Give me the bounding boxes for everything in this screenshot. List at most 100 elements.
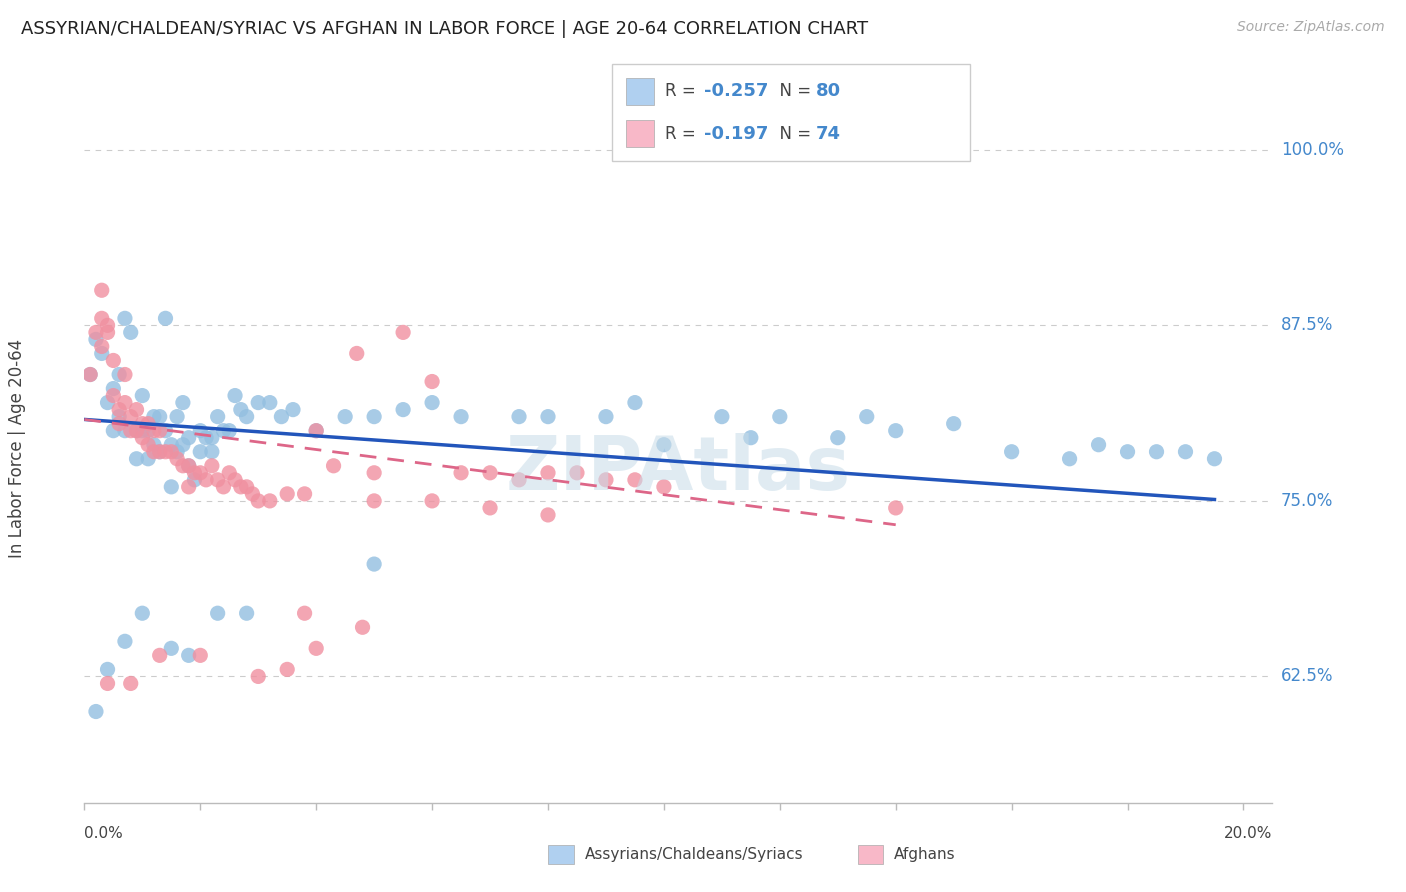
- Point: [114, 424, 136, 438]
- Point: [270, 409, 292, 424]
- Point: [131, 606, 153, 620]
- Point: [652, 480, 675, 494]
- Point: [652, 438, 675, 452]
- Text: ASSYRIAN/CHALDEAN/SYRIAC VS AFGHAN IN LABOR FORCE | AGE 20-64 CORRELATION CHART: ASSYRIAN/CHALDEAN/SYRIAC VS AFGHAN IN LA…: [21, 20, 869, 37]
- Point: [212, 424, 235, 438]
- Point: [96, 662, 118, 676]
- Point: [1204, 451, 1226, 466]
- Point: [90, 283, 112, 297]
- Point: [201, 431, 224, 445]
- Point: [305, 424, 328, 438]
- Point: [90, 311, 112, 326]
- Point: [884, 424, 907, 438]
- Point: [942, 417, 965, 431]
- Text: 75.0%: 75.0%: [1281, 491, 1333, 510]
- Point: [276, 662, 298, 676]
- Point: [259, 494, 281, 508]
- Point: [114, 634, 136, 648]
- Point: [183, 466, 205, 480]
- Point: [218, 424, 240, 438]
- Point: [172, 458, 194, 473]
- Point: [149, 444, 172, 458]
- Point: [177, 458, 200, 473]
- Point: [108, 402, 131, 417]
- Point: [450, 466, 472, 480]
- Point: [479, 466, 502, 480]
- Point: [142, 409, 165, 424]
- Point: [363, 409, 385, 424]
- Point: [90, 339, 112, 353]
- Point: [855, 409, 877, 424]
- Point: [155, 444, 177, 458]
- Point: [160, 438, 183, 452]
- Point: [595, 473, 617, 487]
- Point: [195, 431, 218, 445]
- Point: [212, 480, 235, 494]
- Point: [1087, 438, 1109, 452]
- Point: [1174, 444, 1197, 458]
- Point: [172, 438, 194, 452]
- Point: [125, 402, 148, 417]
- Point: [235, 409, 257, 424]
- Point: [346, 346, 368, 360]
- Point: [294, 606, 316, 620]
- Point: [177, 480, 200, 494]
- Point: [333, 409, 356, 424]
- Point: [207, 409, 229, 424]
- Text: 20.0%: 20.0%: [1225, 826, 1272, 840]
- Point: [537, 508, 560, 522]
- Point: [90, 346, 112, 360]
- Text: ZIPAtlas: ZIPAtlas: [506, 433, 851, 506]
- Point: [160, 444, 183, 458]
- Point: [218, 466, 240, 480]
- Point: [450, 409, 472, 424]
- Text: Assyrians/Chaldeans/Syriacs: Assyrians/Chaldeans/Syriacs: [585, 847, 803, 862]
- Point: [79, 368, 101, 382]
- Point: [537, 409, 560, 424]
- Point: [131, 388, 153, 402]
- Point: [229, 402, 252, 417]
- Text: N =: N =: [769, 125, 817, 143]
- Point: [305, 424, 328, 438]
- Point: [229, 480, 252, 494]
- Point: [177, 431, 200, 445]
- Point: [207, 473, 229, 487]
- Point: [136, 451, 159, 466]
- Point: [96, 318, 118, 333]
- Point: [259, 395, 281, 409]
- Point: [166, 409, 188, 424]
- Point: [624, 473, 647, 487]
- Point: [114, 395, 136, 409]
- Point: [363, 466, 385, 480]
- Point: [420, 375, 443, 389]
- Point: [479, 500, 502, 515]
- Point: [624, 395, 647, 409]
- Point: [710, 409, 733, 424]
- Point: [183, 473, 205, 487]
- Point: [149, 409, 172, 424]
- Point: [188, 444, 211, 458]
- Point: [142, 438, 165, 452]
- Point: [247, 669, 270, 683]
- Point: [508, 473, 530, 487]
- Text: Source: ZipAtlas.com: Source: ZipAtlas.com: [1237, 20, 1385, 34]
- Point: [108, 417, 131, 431]
- Point: [537, 466, 560, 480]
- Point: [281, 402, 304, 417]
- Point: [125, 424, 148, 438]
- Point: [177, 648, 200, 663]
- Point: [276, 487, 298, 501]
- Point: [392, 402, 415, 417]
- Point: [149, 444, 172, 458]
- Point: [131, 431, 153, 445]
- Point: [131, 424, 153, 438]
- Point: [149, 424, 172, 438]
- Point: [1059, 451, 1081, 466]
- Text: 62.5%: 62.5%: [1281, 667, 1333, 685]
- Point: [294, 487, 316, 501]
- Point: [103, 382, 125, 396]
- Point: [160, 641, 183, 656]
- Point: [160, 480, 183, 494]
- Point: [125, 424, 148, 438]
- Point: [114, 311, 136, 326]
